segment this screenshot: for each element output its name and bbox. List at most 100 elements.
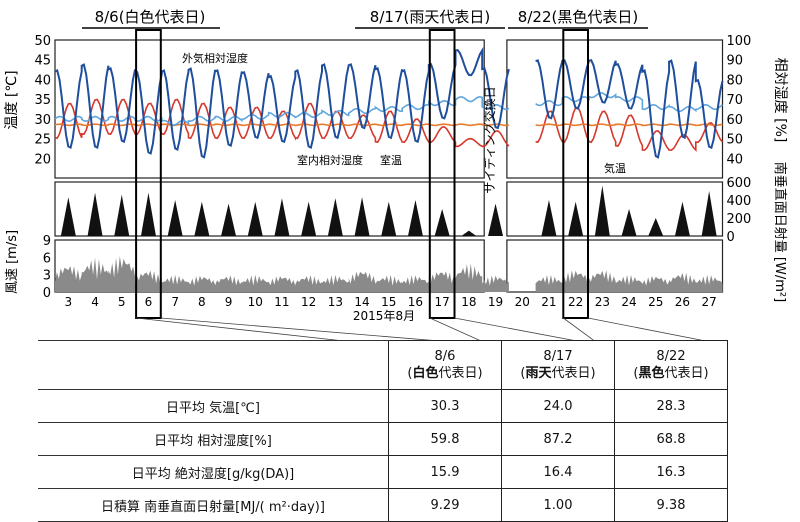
cell-value: 59.8 bbox=[388, 422, 502, 456]
radiation-day-peak bbox=[434, 209, 450, 236]
ytick-wind: 3 bbox=[43, 269, 51, 284]
table-header-8-22: 8/22 (黒色代表日) bbox=[614, 340, 728, 390]
highlight-boxes bbox=[82, 27, 703, 340]
ytick-radiation: 0 bbox=[727, 230, 735, 245]
series-lines bbox=[54, 46, 724, 159]
ytick-humidity: 60 bbox=[727, 113, 744, 128]
xtick-day: 23 bbox=[595, 295, 610, 309]
ytick-wind: 6 bbox=[43, 251, 51, 266]
guide-line-6 bbox=[160, 317, 433, 340]
month-label: 2015年8月 bbox=[353, 309, 415, 323]
weather-chart: 2025303540455040506070809010002004006000… bbox=[4, 8, 788, 340]
annotation-air-temp: 気温 bbox=[604, 161, 626, 175]
series-room-temp bbox=[54, 123, 509, 127]
xtick-day: 13 bbox=[328, 295, 343, 309]
annotation-indoor-rh: 室内相対湿度 bbox=[297, 153, 363, 167]
table-header-row: 8/6 (白色代表日) 8/17 (雨天代表日) 8/22 (黒色代表日) bbox=[38, 340, 728, 390]
xtick-day: 25 bbox=[648, 295, 663, 309]
xtick-day: 15 bbox=[381, 295, 396, 309]
table-row: 日積算 南垂直面日射量[MJ/( m²·day)] 9.29 1.00 9.38 bbox=[38, 488, 728, 522]
panel-frame-right-1 bbox=[506, 181, 724, 237]
ytick-humidity: 40 bbox=[727, 152, 744, 167]
ytick-temperature: 25 bbox=[34, 133, 51, 148]
table-header-8-6: 8/6 (白色代表日) bbox=[388, 340, 502, 390]
ytick-humidity: 70 bbox=[727, 93, 744, 108]
ytick-temperature: 45 bbox=[34, 54, 51, 69]
series-indoor-rh bbox=[535, 92, 723, 113]
radiation-day-peak bbox=[167, 200, 183, 236]
ytick-humidity: 90 bbox=[727, 54, 744, 69]
ylabel-humidity: 相対湿度 [%] bbox=[772, 58, 788, 143]
cell-value: 9.38 bbox=[614, 488, 728, 522]
radiation-day-peak bbox=[327, 198, 343, 236]
cell-value: 15.9 bbox=[388, 455, 502, 489]
summary-table: 8/6 (白色代表日) 8/17 (雨天代表日) 8/22 (黒色代表日) 日平… bbox=[38, 340, 728, 522]
radiation-day-peak bbox=[301, 201, 317, 236]
series-air-temp bbox=[54, 98, 510, 148]
ytick-wind: 0 bbox=[43, 286, 51, 301]
ytick-temperature: 35 bbox=[34, 93, 51, 108]
radiation-day-peak bbox=[60, 197, 76, 236]
table-row: 日平均 絶対湿度[g/kg(DA)] 15.9 16.4 16.3 bbox=[38, 455, 728, 489]
cell-value: 9.29 bbox=[388, 488, 502, 522]
ylabel-radiation: 南垂直面日射量 [W/m²] bbox=[772, 162, 788, 302]
wind-area-segment bbox=[55, 256, 509, 292]
radiation-day-peak bbox=[541, 200, 557, 236]
ytick-temperature: 50 bbox=[34, 34, 51, 49]
gap-label: サイディング交換日 bbox=[482, 86, 497, 193]
cell-value: 16.3 bbox=[614, 455, 728, 489]
ytick-temperature: 40 bbox=[34, 73, 51, 88]
radiation-day-peak bbox=[648, 218, 664, 236]
radiation-area bbox=[60, 185, 717, 236]
cell-value: 68.8 bbox=[614, 422, 728, 456]
radiation-day-peak bbox=[87, 192, 103, 236]
highlight-box-17 bbox=[428, 29, 456, 319]
ylabel-temperature: 温度 [℃] bbox=[4, 70, 20, 129]
radiation-day-peak bbox=[354, 197, 370, 236]
wind-area-segment bbox=[535, 270, 723, 292]
chart-text: 8/6(白色代表日) 8/17(雨天代表日) 8/22(黒色代表日) 温度 [℃… bbox=[4, 8, 788, 323]
ylabel-wind: 風速 [m/s] bbox=[5, 230, 20, 294]
row-label: 日積算 南垂直面日射量[MJ/( m²·day)] bbox=[38, 488, 389, 522]
radiation-day-peak bbox=[381, 201, 397, 236]
ytick-humidity: 100 bbox=[727, 34, 752, 49]
xtick-day: 18 bbox=[461, 295, 476, 309]
radiation-day-peak bbox=[488, 203, 504, 236]
cell-value: 28.3 bbox=[614, 389, 728, 423]
xtick-day: 24 bbox=[621, 295, 636, 309]
annotation-outdoor-rh: 外気相対湿度 bbox=[182, 51, 248, 65]
xtick-day: 3 bbox=[65, 295, 73, 309]
xtick-day: 11 bbox=[274, 295, 289, 309]
row-label: 日平均 相対湿度[%] bbox=[38, 422, 389, 456]
xtick-day: 16 bbox=[408, 295, 423, 309]
series-outdoor-rh bbox=[54, 46, 510, 159]
tick-labels: 2025303540455040506070809010002004006000… bbox=[34, 34, 751, 309]
period-label-2: 8/22(黒色代表日) bbox=[518, 8, 638, 26]
ytick-humidity: 50 bbox=[727, 133, 744, 148]
xtick-day: 8 bbox=[198, 295, 206, 309]
cell-value: 1.00 bbox=[501, 488, 615, 522]
radiation-day-peak bbox=[221, 203, 237, 236]
guide-line-22 bbox=[563, 317, 594, 340]
table-corner bbox=[38, 340, 389, 390]
xtick-day: 5 bbox=[118, 295, 126, 309]
panel-frame-left-1 bbox=[54, 181, 485, 237]
series-indoor-rh bbox=[54, 95, 510, 126]
xtick-day: 14 bbox=[354, 295, 369, 309]
xtick-day: 4 bbox=[91, 295, 99, 309]
ytick-radiation: 600 bbox=[727, 176, 752, 191]
guide-line-17 bbox=[454, 317, 574, 340]
radiation-day-peak bbox=[194, 201, 210, 236]
row-label: 日平均 絶対湿度[g/kg(DA)] bbox=[38, 455, 389, 489]
radiation-day-peak bbox=[701, 191, 717, 236]
xtick-day: 10 bbox=[248, 295, 263, 309]
xtick-day: 27 bbox=[702, 295, 717, 309]
ytick-temperature: 20 bbox=[34, 152, 51, 167]
table-row: 日平均 気温[℃] 30.3 24.0 28.3 bbox=[38, 389, 728, 423]
xtick-day: 22 bbox=[568, 295, 583, 309]
wind-area bbox=[55, 256, 723, 292]
xtick-day: 19 bbox=[488, 295, 503, 309]
ytick-radiation: 200 bbox=[727, 212, 752, 227]
period-label-1: 8/17(雨天代表日) bbox=[370, 8, 490, 26]
xtick-day: 12 bbox=[301, 295, 316, 309]
